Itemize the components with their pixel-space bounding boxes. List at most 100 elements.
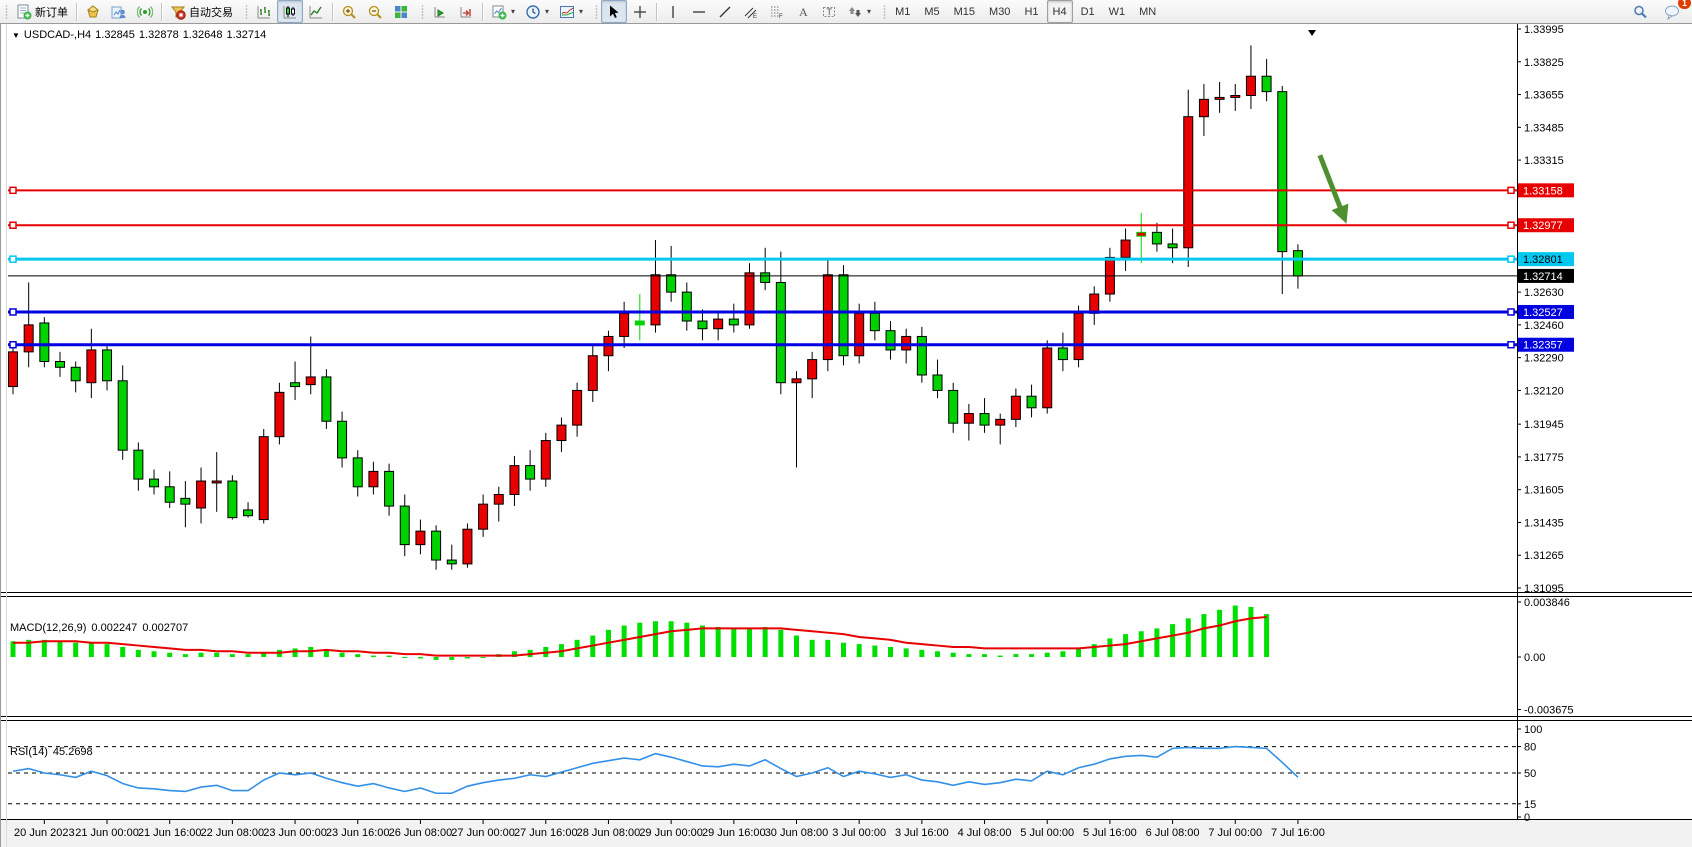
svg-text:28 Jun 08:00: 28 Jun 08:00 [577, 827, 641, 839]
signals-icon [137, 4, 153, 20]
notifications-button[interactable]: 1 [1659, 0, 1691, 23]
horizontal-line-icon [691, 4, 707, 20]
trendline-button[interactable] [712, 0, 738, 23]
channel-button[interactable]: E [738, 0, 764, 23]
collapse-triangle-icon[interactable]: ▼ [12, 30, 20, 40]
horizontal-line-button[interactable] [686, 0, 712, 23]
svg-text:1.33158: 1.33158 [1523, 185, 1563, 197]
svg-text:7 Jul 16:00: 7 Jul 16:00 [1271, 827, 1325, 839]
timeframe-button-D1[interactable]: D1 [1080, 5, 1095, 18]
svg-text:F: F [779, 14, 783, 20]
arrows-button[interactable]: ▾ [842, 0, 876, 23]
svg-text:50: 50 [1524, 768, 1536, 780]
toolbar-grip [4, 3, 9, 20]
cursor-button[interactable] [601, 0, 628, 23]
market-icon [85, 4, 101, 20]
svg-text:1.32714: 1.32714 [1523, 271, 1563, 283]
svg-text:30 Jun 08:00: 30 Jun 08:00 [765, 827, 829, 839]
svg-text:1.32290: 1.32290 [1524, 353, 1564, 365]
line-chart-button[interactable] [303, 0, 329, 23]
fibonacci-button[interactable]: F [764, 0, 790, 23]
svg-text:22 Jun 08:00: 22 Jun 08:00 [201, 827, 265, 839]
bar-chart-button[interactable] [251, 0, 277, 23]
svg-text:1.31605: 1.31605 [1524, 485, 1564, 497]
text-label-button[interactable]: T [816, 0, 842, 23]
svg-text:1.33655: 1.33655 [1524, 90, 1564, 102]
text-button[interactable]: A [790, 0, 816, 23]
svg-text:15: 15 [1524, 799, 1536, 811]
price-chart-canvas[interactable]: 1.33995 1.33825 1.33655 1.33485 1.33315 1.326… [0, 23, 1692, 847]
indicators-icon [491, 4, 507, 20]
svg-text:1.33825: 1.33825 [1524, 57, 1564, 69]
timeframe-button-H1[interactable]: H1 [1024, 5, 1039, 18]
new-order-button[interactable]: 新订单 [11, 0, 73, 23]
dropdown-caret-icon: ▾ [867, 7, 872, 16]
rsi-value: 45.2698 [52, 746, 93, 758]
toolbar-group-trade: 新订单 自动交易 [0, 0, 240, 23]
svg-text:100: 100 [1524, 724, 1542, 736]
svg-text:1.32801: 1.32801 [1523, 254, 1563, 266]
chart-title: ▼ USDCAD-,H4 1.32845 1.32878 1.32648 1.3… [12, 29, 266, 41]
clock-icon [525, 4, 541, 20]
ohlc-open: 1.32845 [95, 29, 135, 41]
signals-button[interactable] [132, 0, 158, 23]
crosshair-button[interactable] [627, 0, 653, 23]
search-button[interactable] [1627, 0, 1653, 23]
svg-text:-0.003675: -0.003675 [1524, 705, 1574, 717]
crosshair-icon [632, 4, 648, 20]
timeframe-button-M15[interactable]: M15 [953, 5, 976, 18]
svg-text:3 Jul 00:00: 3 Jul 00:00 [832, 827, 886, 839]
timeframe-bar: M1 M5 M15 M30 H1 H4 D1 W1 MN [889, 0, 1162, 23]
zoom-out-icon [367, 4, 383, 20]
indicators-button[interactable]: ▾ [486, 0, 520, 23]
svg-text:1.31095: 1.31095 [1524, 583, 1564, 595]
svg-text:1.31775: 1.31775 [1524, 452, 1564, 464]
toolbar-grip [882, 3, 888, 20]
step-forward-button[interactable] [427, 0, 453, 23]
vertical-line-icon [665, 4, 681, 20]
dropdown-caret-icon: ▾ [511, 7, 516, 16]
rsi-indicator-label: RSI(14) 45.2698 [10, 746, 93, 758]
svg-text:5 Jul 00:00: 5 Jul 00:00 [1020, 827, 1074, 839]
zoom-out-button[interactable] [362, 0, 388, 23]
toolbar-grip [420, 3, 425, 20]
svg-text:1.32357: 1.32357 [1523, 340, 1563, 352]
dropdown-caret-icon: ▾ [579, 7, 584, 16]
svg-text:0.00: 0.00 [1524, 652, 1545, 664]
svg-text:0: 0 [1524, 812, 1530, 824]
svg-text:29 Jun 00:00: 29 Jun 00:00 [639, 827, 703, 839]
market-button[interactable] [80, 0, 106, 23]
timeframe-button-H4[interactable]: H4 [1046, 0, 1073, 23]
timeframe-button-M1[interactable]: M1 [895, 5, 911, 18]
autotrading-button[interactable]: 自动交易 [165, 0, 238, 23]
candlestick-chart-icon [282, 4, 298, 20]
timeframe-button-MN[interactable]: MN [1139, 5, 1157, 18]
separator [332, 2, 333, 21]
profile-button[interactable] [106, 0, 132, 23]
timeframe-button-M5[interactable]: M5 [924, 5, 940, 18]
zoom-in-button[interactable] [336, 0, 362, 23]
timeframe-button-M30[interactable]: M30 [989, 5, 1011, 18]
rsi-name: RSI(14) [10, 746, 48, 758]
svg-text:6 Jul 08:00: 6 Jul 08:00 [1146, 827, 1200, 839]
macd-value-main: 0.002247 [91, 622, 138, 634]
dropdown-caret-icon: ▾ [545, 7, 550, 16]
templates-button[interactable]: ▾ [554, 0, 588, 23]
svg-text:26 Jun 08:00: 26 Jun 08:00 [389, 827, 453, 839]
chart-window[interactable]: 1.33995 1.33825 1.33655 1.33485 1.33315 1.326… [0, 23, 1692, 847]
vertical-line-button[interactable] [660, 0, 686, 23]
timeframe-button-W1[interactable]: W1 [1108, 5, 1126, 18]
macd-indicator-label: MACD(12,26,9) 0.002247 0.002707 [10, 622, 188, 634]
svg-text:0.003846: 0.003846 [1524, 597, 1570, 609]
periods-button[interactable]: ▾ [520, 0, 554, 23]
toolbar-grip [594, 3, 600, 20]
ohlc-close: 1.32714 [226, 29, 267, 41]
cursor-icon [606, 4, 622, 20]
candlestick-chart-button[interactable] [277, 0, 303, 23]
toolbar-group-timeframes: M1 M5 M15 M30 H1 H4 D1 W1 MN [878, 0, 1164, 23]
step-end-button[interactable] [453, 0, 479, 23]
tile-windows-button[interactable] [388, 0, 414, 23]
text-icon: A [795, 4, 811, 20]
toolbar-grip [244, 3, 249, 20]
autotrading-label: 自动交易 [189, 6, 233, 19]
